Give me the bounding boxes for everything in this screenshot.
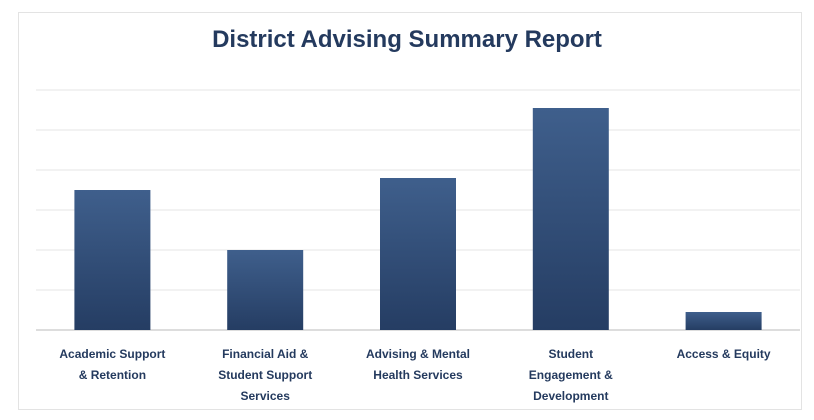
category-label-2: Financial Aid & Student Support Services [218, 347, 312, 403]
bar-2 [227, 250, 304, 330]
bar-5 [685, 312, 762, 330]
bar-4 [532, 108, 609, 330]
category-label-3: Advising & Mental Health Services [366, 347, 470, 382]
bar-1 [74, 190, 151, 330]
category-label-1: Academic Support & Retention [59, 347, 165, 382]
category-label-5: Access & Equity [677, 347, 771, 361]
bars [74, 108, 762, 330]
bar-3 [380, 178, 456, 330]
category-labels: Academic Support & Retention Financial Aid… [59, 347, 771, 403]
chart-title: District Advising Summary Report [212, 26, 602, 53]
category-label-4: Student Engagement & Development [529, 347, 613, 403]
